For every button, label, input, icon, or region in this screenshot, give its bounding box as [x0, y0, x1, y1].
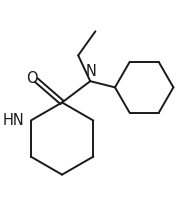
Text: N: N [85, 64, 96, 80]
Text: O: O [26, 71, 37, 86]
Text: HN: HN [3, 113, 25, 128]
